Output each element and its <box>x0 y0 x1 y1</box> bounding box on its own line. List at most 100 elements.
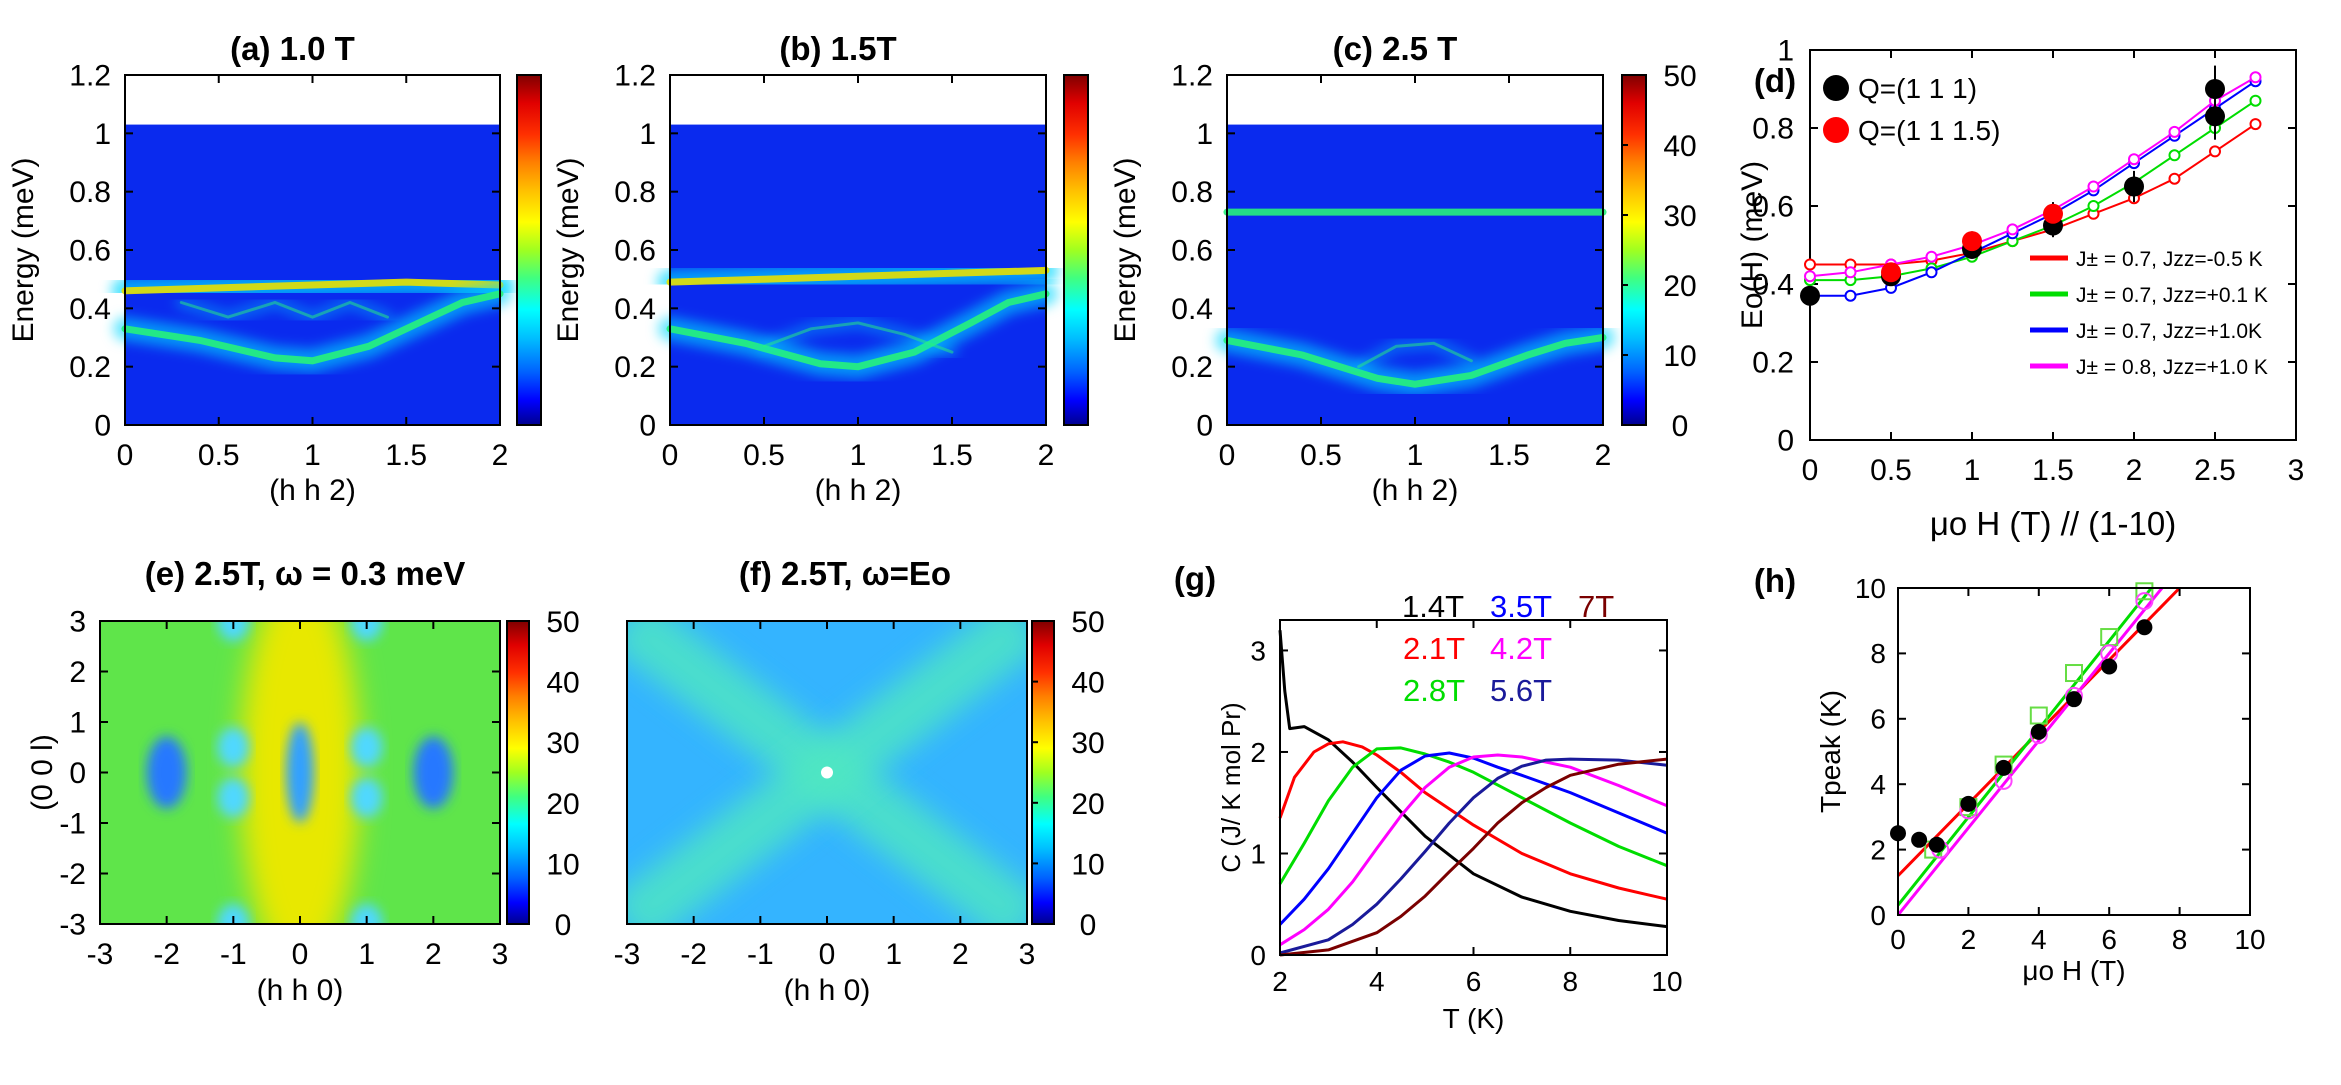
data-point-q111 <box>2205 79 2225 99</box>
data-point-black <box>1911 831 1928 848</box>
legend-marker <box>1823 117 1849 143</box>
band-core <box>666 290 1050 371</box>
y-tick-label: 0 <box>1777 425 1794 458</box>
theory-point <box>2168 125 2181 138</box>
x-tick-label: 8 <box>2172 924 2188 955</box>
intensity-minimum <box>146 736 187 809</box>
x-tick-label: 1.5 <box>385 439 427 472</box>
theory-point <box>2168 149 2181 162</box>
intensity-minimum <box>350 621 383 641</box>
panel-title: (d) <box>1754 62 1796 99</box>
x-axis-label: T (K) <box>1443 1003 1505 1034</box>
y-tick-label: 8 <box>1870 638 1886 669</box>
x-axis-label: (h h 0) <box>784 974 871 1007</box>
theory-point <box>1844 266 1857 279</box>
data-point-black <box>2030 723 2047 740</box>
x-tick-label: 1 <box>1407 439 1424 472</box>
y-tick-label: 0.6 <box>69 235 111 268</box>
data-point-q111 <box>1800 285 1820 306</box>
colorbar-tick-label: 0 <box>1672 410 1689 443</box>
x-tick-label: 2 <box>425 938 442 971</box>
colorbar <box>1621 74 1647 426</box>
series-line <box>1278 751 1668 926</box>
data-point-q1115 <box>1962 231 1982 252</box>
colorbar-tick-label: 20 <box>1663 270 1696 303</box>
series-legend-label: 4.2T <box>1490 631 1552 666</box>
y-tick-label: 1 <box>639 118 656 151</box>
x-tick-label: 10 <box>2234 924 2265 955</box>
x-tick-label: 0.5 <box>743 439 785 472</box>
x-tick-label: -1 <box>220 938 247 971</box>
series-legend-label: 5.6T <box>1490 673 1552 708</box>
x-tick-label: 1 <box>850 439 867 472</box>
x-tick-label: 2 <box>1595 439 1612 472</box>
panel-title: (h) <box>1754 562 1796 599</box>
intensity-minimum <box>350 904 383 924</box>
y-axis-label: C (J/ K mol Pr) <box>1216 702 1246 872</box>
legend-label: J± = 0.7, Jzz=-0.5 K <box>2076 248 2263 271</box>
x-tick-label: 2 <box>952 938 969 971</box>
y-tick-label: 0 <box>1250 940 1266 971</box>
data-point-q1115 <box>1881 262 1901 283</box>
series-line <box>1278 630 1668 929</box>
y-tick-label: 1 <box>94 118 111 151</box>
y-tick-label: 0.4 <box>1752 269 1794 302</box>
y-tick-label: 1 <box>69 707 86 740</box>
y-tick-label: 0 <box>639 410 656 443</box>
theory-line <box>1810 80 2257 297</box>
panel-title: (f) 2.5T, ω=Eo <box>739 555 951 592</box>
x-axis-label: μo H (T) // (1-10) <box>1930 505 2176 542</box>
y-tick-label: 0 <box>69 757 86 790</box>
series-legend-label: 3.5T <box>1490 589 1552 624</box>
x-tick-label: 4 <box>2031 924 2047 955</box>
panel-a: 0 0.5 1 1.5 2 0 0.2 0.4 0.6 0.8 1 1.2 (h h 2) Energy … <box>7 30 542 507</box>
y-tick-label: 1.2 <box>1171 60 1213 93</box>
panel-title: (a) 1.0 T <box>230 30 355 67</box>
y-axis-label: Energy (meV) <box>1109 157 1142 342</box>
y-tick-label: 0.8 <box>1171 176 1213 209</box>
left-scale-label: 20 <box>546 788 579 821</box>
band-core <box>1223 334 1607 388</box>
series-legend-label: 2.1T <box>1403 631 1465 666</box>
band-core <box>121 290 504 365</box>
data-point-black <box>2101 658 2118 675</box>
band-core <box>1357 341 1473 369</box>
y-tick-label: 10 <box>1855 573 1886 604</box>
panel-b: 0 0.5 1 1.5 2 0 0.2 0.4 0.6 0.8 1 1.2 (h h 2) Energy … <box>552 30 1089 507</box>
intensity-minimum <box>286 722 314 823</box>
x-tick-label: 0 <box>819 938 836 971</box>
legend-label: J± = 0.7, Jzz=+1.0K <box>2076 320 2262 343</box>
x-tick-label: 0.5 <box>1300 439 1342 472</box>
series-line <box>1278 740 1668 901</box>
theory-line <box>1810 123 2257 266</box>
x-tick-label: 1.5 <box>931 439 973 472</box>
y-tick-label: 0.6 <box>1171 235 1213 268</box>
x-tick-label: 0 <box>1219 439 1236 472</box>
left-scale-label: 30 <box>546 727 579 760</box>
x-tick-label: 0 <box>117 439 134 472</box>
plot-frame <box>1897 587 2251 916</box>
y-tick-label: 0.2 <box>1752 347 1794 380</box>
intensity-minimum <box>217 777 250 818</box>
panel-title: (e) 2.5T, ω = 0.3 meV <box>145 555 465 592</box>
x-tick-label: 2 <box>2126 454 2143 487</box>
y-tick-label: 4 <box>1870 769 1886 800</box>
x-tick-label: 2.5 <box>2194 454 2236 487</box>
left-scale-label: 0 <box>555 909 572 942</box>
data-point-circle <box>2135 592 2154 611</box>
colorbar-tick-label: 40 <box>1663 130 1696 163</box>
y-tick-label: 0.6 <box>614 235 656 268</box>
panel-h: 0 2 4 6 8 10 0 2 4 6 8 10 μo H (T) Tpeak (K) (h) <box>1754 562 2266 986</box>
left-scale-label: 40 <box>546 667 579 700</box>
panel-d: 0 0.5 1 1.5 2 2.5 3 0 0.2 0.4 0.6 0.8 1 Q=(1 1 1) Q=(1… <box>1736 35 2304 543</box>
x-axis-label: (h h 2) <box>269 474 356 507</box>
y-tick-label: 0.4 <box>1171 293 1213 326</box>
panel-title: (g) <box>1174 560 1216 597</box>
heatmap-layer <box>627 621 1027 924</box>
heatmap-layer <box>100 621 500 924</box>
panel-g: 2 4 6 8 10 0 1 2 3 1.4T 2.1T 2.8T 3.5T 4.2T 5.6T 7T T (K… <box>1174 560 1683 1034</box>
colorbar-tick-label: 30 <box>1071 727 1104 760</box>
left-scale-label: 10 <box>546 848 579 881</box>
data-point-black <box>1960 795 1977 812</box>
